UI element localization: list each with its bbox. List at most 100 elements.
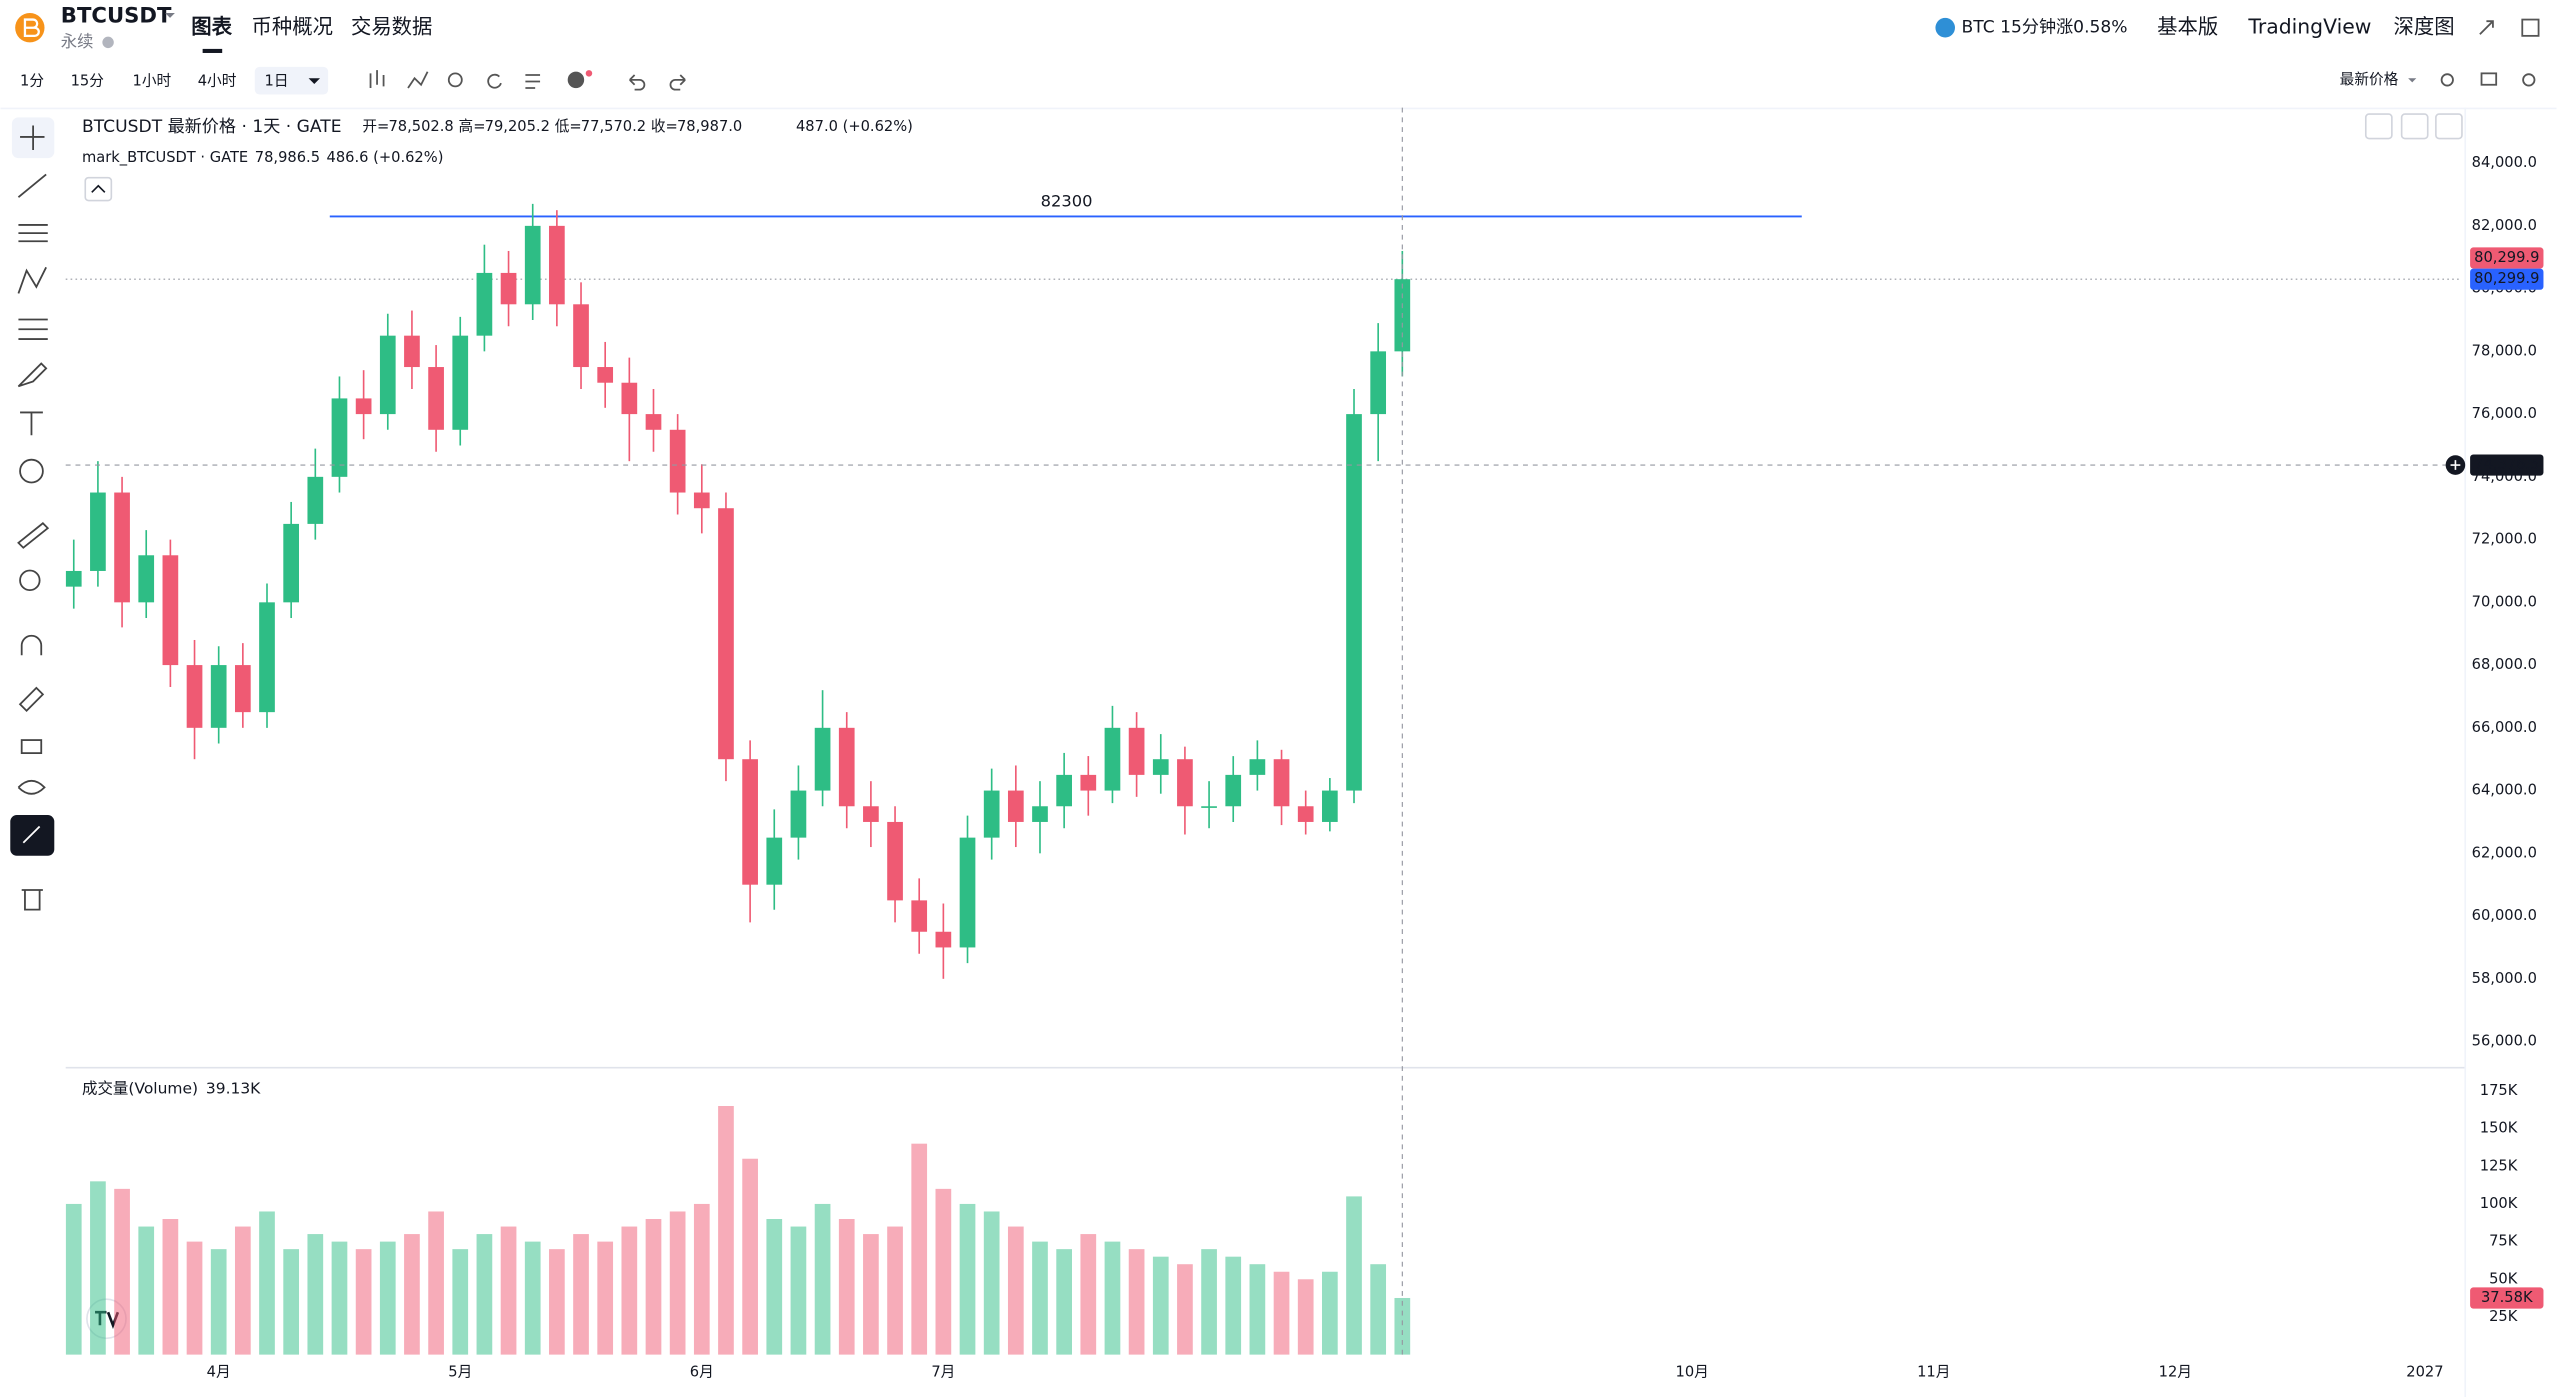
volume-bar xyxy=(1201,1249,1217,1355)
zoom-tool[interactable] xyxy=(19,569,41,591)
y-tick-label: 56,000.0 xyxy=(2472,1033,2537,1050)
magnet-tool[interactable] xyxy=(20,634,43,656)
crosshair-price-label: 74,376.5 xyxy=(2474,456,2539,473)
interval[interactable]: 1日 xyxy=(265,73,289,90)
crosshair-tool[interactable] xyxy=(20,125,45,150)
volume-bar xyxy=(1080,1234,1097,1355)
y-tick-label: 66,000.0 xyxy=(2472,719,2537,736)
candle-body xyxy=(959,837,976,948)
volume-tick-label: 100K xyxy=(2480,1195,2518,1212)
candle-body xyxy=(1225,774,1242,807)
symbol[interactable]: BTCUSDT xyxy=(61,2,172,27)
fib-tool[interactable] xyxy=(18,224,48,243)
settings-icon[interactable] xyxy=(2522,73,2536,87)
volume-bar xyxy=(452,1249,469,1355)
volume-bar xyxy=(428,1211,444,1355)
volume-bar xyxy=(1346,1196,1362,1355)
candle-body xyxy=(138,555,155,603)
volume-bar xyxy=(307,1234,324,1355)
header-link[interactable]: 基本版 xyxy=(2157,15,2218,39)
interval[interactable]: 1小时 xyxy=(133,73,172,90)
y-tick-label: 70,000.0 xyxy=(2472,593,2537,610)
y-tick-label: 64,000.0 xyxy=(2472,782,2537,799)
volume-tick-label: 150K xyxy=(2480,1120,2518,1137)
pane-buttons xyxy=(2364,113,2463,140)
pane-maximize-button[interactable] xyxy=(2435,113,2463,140)
candle-body xyxy=(500,272,517,305)
visibility-tool[interactable] xyxy=(17,779,46,795)
text-tool[interactable] xyxy=(20,411,43,436)
candle-body xyxy=(307,476,324,524)
chart-type-icon[interactable] xyxy=(369,70,385,89)
volume-bar xyxy=(983,1211,1000,1355)
collapse-button[interactable] xyxy=(84,176,113,202)
camera-icon[interactable] xyxy=(2480,72,2498,86)
ticker[interactable]: BTC 15分钟涨0.58% xyxy=(1962,18,2128,38)
replay-icon[interactable] xyxy=(487,73,502,89)
volume-bar xyxy=(355,1249,372,1355)
volume-bar xyxy=(259,1211,275,1355)
volume-bar xyxy=(863,1234,879,1355)
lock-tool[interactable] xyxy=(20,739,43,755)
brush-tool[interactable] xyxy=(17,362,48,388)
redo-icon[interactable] xyxy=(669,74,686,91)
alert-icon[interactable] xyxy=(447,72,463,88)
projection-tool[interactable] xyxy=(18,318,48,340)
candle-body xyxy=(404,335,420,368)
x-tick-label: 2027 xyxy=(2406,1364,2443,1381)
candle-body xyxy=(1128,727,1145,775)
volume-bar xyxy=(1104,1241,1121,1355)
trendline-tool[interactable] xyxy=(17,173,47,198)
interval[interactable]: 1分 xyxy=(20,73,44,90)
candle-body xyxy=(1177,759,1193,807)
dropdown-caret xyxy=(165,13,175,18)
header-link[interactable]: 深度图 xyxy=(2393,15,2454,39)
candle-body xyxy=(1032,806,1048,822)
interval[interactable]: 4小时 xyxy=(198,73,237,90)
lock-draw-tool[interactable] xyxy=(18,686,45,712)
volume-bar xyxy=(1128,1249,1145,1355)
volume-bar xyxy=(814,1203,831,1355)
volume-bar xyxy=(887,1226,903,1355)
nav-tab[interactable]: 币种概况 xyxy=(252,15,333,39)
crosshair-price-label-box xyxy=(2470,454,2544,476)
pane-down-button[interactable] xyxy=(2364,113,2393,140)
price-source[interactable]: 最新价格 xyxy=(2340,71,2399,88)
plugin-icon[interactable] xyxy=(567,71,585,89)
mark-title: mark_BTCUSDT · GATE xyxy=(82,149,248,166)
expand-icon[interactable] xyxy=(2479,20,2494,35)
nav-tab[interactable]: 交易数据 xyxy=(351,15,432,39)
volume-bar xyxy=(524,1241,541,1355)
pane-collapse-button[interactable] xyxy=(2400,113,2429,140)
legend-value: 78,987.0 xyxy=(677,118,742,135)
candle-body xyxy=(597,367,614,383)
delete-tool[interactable] xyxy=(21,889,43,911)
candle-body xyxy=(935,931,952,948)
legend-label: 开= xyxy=(362,118,389,135)
search-icon[interactable] xyxy=(2440,73,2454,87)
candle-body xyxy=(669,429,686,493)
volume-current: 39.13K xyxy=(206,1079,261,1097)
candle-body xyxy=(428,367,444,430)
candle-body xyxy=(1249,759,1266,775)
emoji-tool[interactable] xyxy=(19,458,44,484)
candle-body xyxy=(983,790,1000,838)
candle-body xyxy=(259,602,275,713)
undo-icon[interactable] xyxy=(629,74,646,91)
volume-bar xyxy=(162,1219,179,1355)
fullscreen-icon[interactable] xyxy=(2521,18,2540,37)
layout-icon[interactable] xyxy=(525,74,541,89)
candle-body xyxy=(1346,414,1362,791)
volume-bar xyxy=(1152,1256,1169,1355)
interval[interactable]: 15分 xyxy=(71,73,105,90)
volume-bar xyxy=(210,1249,227,1355)
pattern-tool[interactable] xyxy=(17,266,47,294)
candle-body xyxy=(1007,790,1024,822)
link-tool-active[interactable] xyxy=(10,815,55,856)
nav-tab[interactable]: 图表 xyxy=(191,15,232,39)
indicator-icon[interactable] xyxy=(407,71,429,89)
measure-tool[interactable] xyxy=(17,522,50,549)
legend-value: 77,570.2 xyxy=(581,118,646,135)
candle-body xyxy=(1104,727,1121,791)
header-link[interactable]: TradingView xyxy=(2247,15,2371,39)
